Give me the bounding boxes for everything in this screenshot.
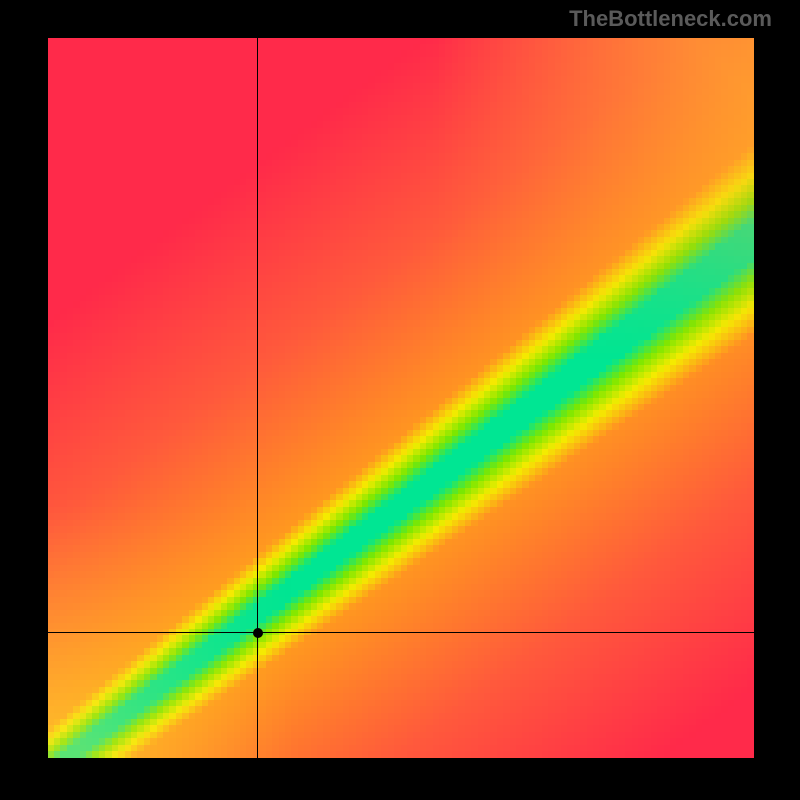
crosshair-vertical [257, 38, 258, 758]
watermark-text: TheBottleneck.com [569, 6, 772, 32]
marker-point [253, 628, 263, 638]
crosshair-horizontal [48, 632, 754, 633]
heatmap-plot [48, 38, 754, 758]
heatmap-canvas [48, 38, 754, 758]
